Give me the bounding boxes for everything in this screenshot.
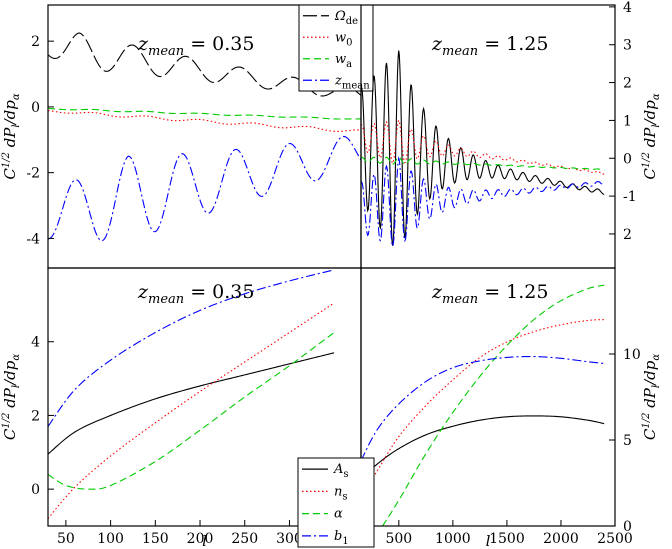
y-tick-label: 2 bbox=[623, 76, 632, 92]
y-tick-label: 2 bbox=[31, 408, 40, 424]
series-line-0 bbox=[48, 352, 335, 455]
z-mean-annotation: zmean = 1.25 bbox=[431, 33, 548, 59]
panel-top-right: 2 -1 0 1 2 3 4 C1/2 dPl/dpα zmean = 1.25 bbox=[360, 0, 662, 269]
x-tick-label: 300 bbox=[276, 531, 303, 547]
panel-bottom-left: 0 2 4 50 100 150 200 250 300 l C1/2 dPl/dpα zmean =… bbox=[1, 267, 362, 549]
legend-label: w0 bbox=[335, 30, 353, 48]
x-tick-label: 100 bbox=[97, 531, 124, 547]
y-tick-label: 2 bbox=[31, 34, 40, 50]
legend-label: zmean bbox=[334, 73, 370, 91]
z-mean-annotation: zmean = 0.35 bbox=[137, 281, 254, 307]
series-line-2 bbox=[48, 332, 335, 490]
series-line-3 bbox=[48, 135, 361, 242]
y-tick-label: 0 bbox=[623, 151, 632, 167]
legend-label: α bbox=[334, 507, 343, 522]
panel-bottom-right: 0 5 10 500 1000 1500 2000 2500 l C1/2 dPl/dpα zmea… bbox=[360, 267, 662, 549]
x-tick-label: 1500 bbox=[489, 531, 525, 547]
series-line-0 bbox=[361, 415, 605, 480]
y-tick-label: 0 bbox=[31, 100, 40, 116]
plot-frame bbox=[360, 267, 616, 527]
x-tick-label: 500 bbox=[385, 531, 412, 547]
series-line-1 bbox=[361, 319, 605, 499]
series-line-2 bbox=[48, 107, 361, 120]
legend-box bbox=[297, 457, 375, 548]
y-tick-label: -1 bbox=[623, 189, 637, 205]
x-tick-label: 200 bbox=[187, 531, 214, 547]
y-axis-label: C1/2 dPl/dpα bbox=[1, 93, 22, 180]
legend-label: b1 bbox=[334, 529, 349, 547]
series-line-0 bbox=[361, 50, 605, 246]
series-line-1 bbox=[48, 109, 361, 132]
y-tick-label: 0 bbox=[31, 482, 40, 498]
y-tick-label: 0 bbox=[623, 519, 632, 535]
legend-label: ns bbox=[334, 484, 348, 502]
y-axis-label: C1/2 dPl/dpα bbox=[641, 93, 662, 180]
series-line-3 bbox=[361, 156, 605, 249]
x-tick-label: 50 bbox=[57, 531, 75, 547]
series-line-3 bbox=[361, 355, 605, 461]
x-axis-label: l bbox=[486, 532, 491, 549]
z-mean-annotation: zmean = 1.25 bbox=[431, 281, 548, 307]
series-line-3 bbox=[48, 269, 335, 427]
y-tick-label: 3 bbox=[623, 38, 632, 54]
y-tick-label: 4 bbox=[623, 0, 632, 16]
legend-label: Ωde bbox=[334, 9, 358, 27]
x-tick-label: 2500 bbox=[597, 531, 633, 547]
y-tick-label: -4 bbox=[26, 231, 40, 247]
series-line-2 bbox=[382, 284, 605, 526]
legend: Ωde w0 wa zmean bbox=[298, 4, 374, 92]
legend: As ns α b1 bbox=[297, 457, 375, 548]
y-axis-label: C1/2 dPl/dpα bbox=[641, 354, 662, 441]
y-tick-label: 4 bbox=[31, 335, 40, 351]
x-tick-label: 2000 bbox=[543, 531, 579, 547]
x-tick-label: 250 bbox=[231, 531, 258, 547]
y-tick-label: 10 bbox=[623, 347, 641, 363]
y-tick-label: -2 bbox=[26, 166, 40, 182]
x-tick-label: 1000 bbox=[435, 531, 471, 547]
series-group bbox=[361, 284, 605, 526]
panel-top-left: -4 -2 0 2 C1/2 dPl/dpα zmean = 0.35 bbox=[1, 4, 362, 269]
series-group bbox=[361, 50, 605, 249]
y-tick-label: 2 bbox=[623, 227, 632, 243]
legend-label: wa bbox=[335, 52, 352, 70]
y-tick-label: 1 bbox=[623, 113, 632, 129]
z-mean-annotation: zmean = 0.35 bbox=[137, 33, 254, 59]
x-tick-label: 150 bbox=[142, 531, 169, 547]
y-axis-label: C1/2 dPl/dpα bbox=[1, 354, 22, 441]
legend-label: As bbox=[333, 462, 349, 480]
x-axis-label: l bbox=[202, 532, 207, 549]
y-tick-label: 5 bbox=[623, 433, 632, 449]
series-line-1 bbox=[48, 302, 335, 519]
series-line-1 bbox=[361, 119, 605, 175]
series-group bbox=[48, 269, 335, 519]
series-line-2 bbox=[361, 156, 605, 171]
